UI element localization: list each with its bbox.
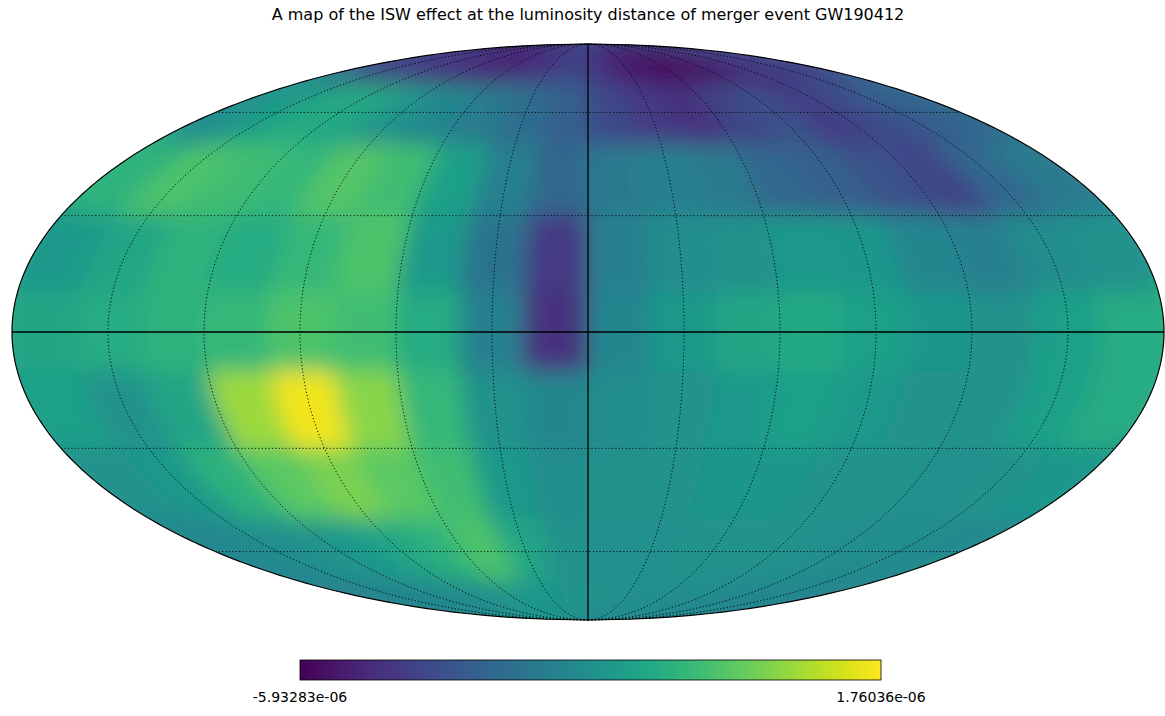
cell [529,144,588,215]
cell-halo [328,580,588,620]
cell [647,371,715,448]
cell [529,448,588,519]
cell-halo [398,371,471,448]
cell-halo [461,371,529,448]
parallel [215,112,960,113]
cell [977,144,1115,215]
cell [588,44,880,84]
cell-halo [647,371,715,448]
parallel [215,551,960,552]
cell [588,580,848,620]
cell [525,371,588,448]
cell [491,580,588,620]
cell [588,216,651,293]
chart: A map of the ISW effect at the luminosit… [0,0,1165,716]
parallel [12,331,1164,332]
cell-halo [588,216,651,293]
parallel [61,215,1115,216]
cell [588,448,647,519]
parallel [61,448,1115,449]
cell [461,371,529,448]
cell-halo [529,144,588,215]
cell [491,44,588,84]
cell-halo [588,44,880,84]
cell [588,144,647,215]
colorbar-tick-label: -5.93283e-06 [253,689,348,705]
cell [848,520,1026,581]
cell [539,84,588,145]
cell [398,371,471,448]
cell-halo [588,371,651,448]
cell-halo [588,448,647,519]
cell [393,580,588,620]
cell [328,580,588,620]
cell [426,44,588,84]
cell [523,44,588,84]
title: A map of the ISW effect at the luminosit… [272,5,905,24]
cell-halo [525,216,588,293]
cell [523,580,588,620]
colorbar-tick-label: 1.76036e-06 [836,689,925,705]
cell [588,371,651,448]
cell [1056,216,1158,293]
cell-halo [529,448,588,519]
cell [1056,371,1158,448]
cell [977,448,1115,519]
cells [12,44,1164,620]
cell [296,44,588,84]
cell [556,580,588,620]
map-area [12,44,1164,620]
cell-halo [296,580,588,620]
cell-halo [588,580,880,620]
cell-halo [296,44,588,84]
cell [525,216,588,293]
cell [848,84,1026,145]
cell [393,44,588,84]
graticule [12,44,1164,620]
cell [426,580,588,620]
cell [588,580,880,620]
cell-halo [588,144,647,215]
cell-halo [588,580,848,620]
map-outline [12,44,1164,620]
cell [471,448,540,519]
cell-halo [525,371,588,448]
cell [471,144,540,215]
cell [539,520,588,581]
colorbar [300,660,881,680]
cell [296,580,588,620]
cell [556,44,588,84]
